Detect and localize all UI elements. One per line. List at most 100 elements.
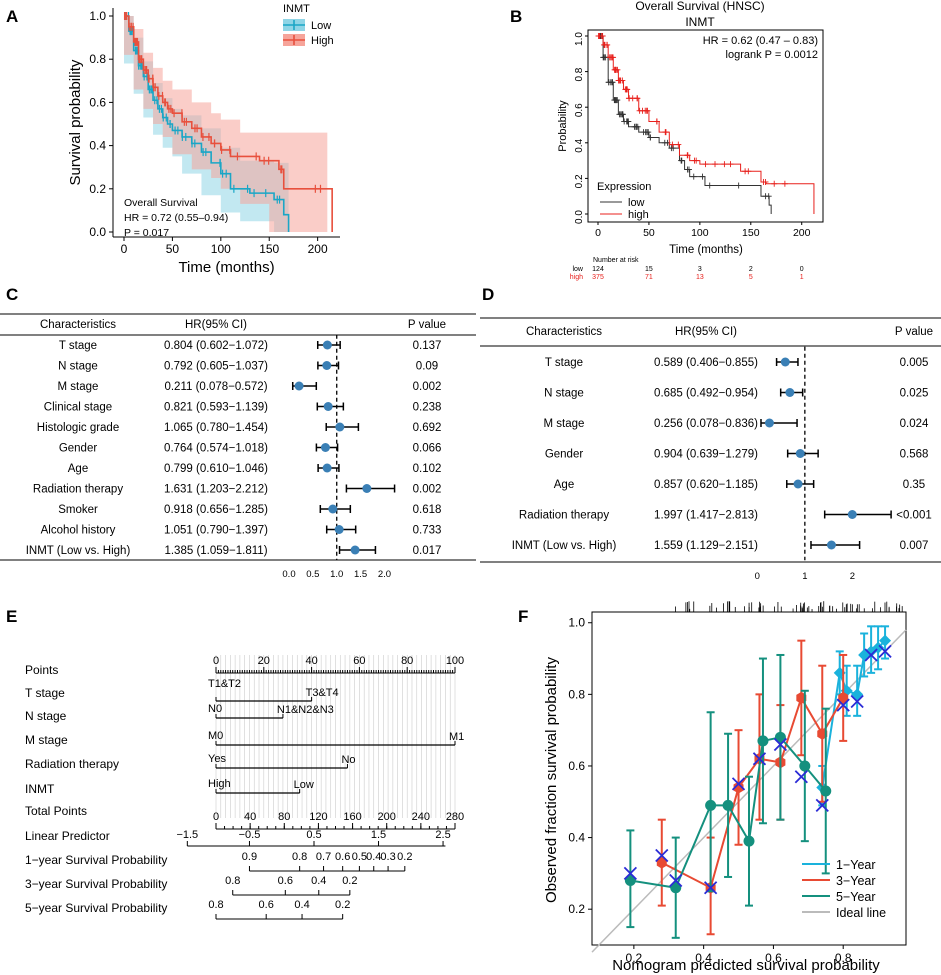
point-5year-f (670, 882, 682, 894)
row-label-c: Radiation therapy (33, 484, 123, 496)
axis-tick-label-e: 160 (343, 811, 361, 823)
scale-tick-label-e: 0.3 (380, 851, 395, 863)
scale-tick-label-e: 1.5 (371, 829, 386, 841)
legend-title-b: Expression (597, 181, 651, 193)
axis-tick-label-e: 120 (309, 811, 327, 823)
legend-label-f: 3−Year (836, 874, 876, 888)
y-tick-label-a: 0.8 (89, 52, 106, 66)
row-hr-text-d: 1.559 (1.129−2.151) (654, 540, 758, 552)
x-tick-label-d: 1 (802, 571, 807, 582)
scale-tick-label-e: −0.5 (239, 829, 261, 841)
y-tick-label-b: 1.0 (574, 32, 585, 46)
cross-mark-f (655, 848, 669, 863)
level-label-e: T1&T2 (208, 678, 241, 690)
cross-mark-f (752, 752, 767, 766)
level-label-e: N0 (208, 703, 222, 715)
legend-title-a: INMT (283, 3, 310, 15)
risk-table-value: 5 (749, 274, 753, 281)
hr-point-c (335, 422, 345, 432)
hr-point-d (785, 388, 795, 397)
level-label-e: Low (294, 779, 314, 791)
axis-tick-label-e: 20 (258, 655, 270, 667)
x-tick-label-b: 150 (742, 227, 760, 239)
panel-label-D: D (482, 285, 494, 304)
x-tick-label-a: 200 (308, 242, 328, 256)
scale-tick-label-e: 0.5 (306, 829, 321, 841)
cross-mark-f (669, 873, 683, 888)
risk-table-row-label: high (570, 274, 583, 281)
cross-mark-f (836, 698, 850, 712)
x-tick-label-f: 0.2 (626, 951, 643, 965)
axis-tick-label-e: 60 (353, 655, 365, 667)
y-tick-label-b: 0.4 (574, 138, 585, 152)
level-label-e: N1&N2&N3 (277, 704, 334, 716)
risk-table-value: 375 (592, 274, 604, 281)
level-label-e: M0 (208, 730, 223, 742)
scale-tick-label-e: 0.6 (278, 875, 293, 887)
column-header-hr-c: HR(95% CI) (185, 319, 247, 331)
row-label-d: Radiation therapy (519, 510, 609, 522)
y-tick-label-b: 0.6 (574, 103, 585, 117)
row-hr-text-c: 0.821 (0.593−1.139) (164, 402, 268, 414)
y-axis-title-a: Survival probability (67, 59, 84, 185)
risk-table-value: 0 (800, 266, 804, 273)
row-pvalue-d: 0.005 (900, 357, 929, 369)
row-pvalue-c: 0.692 (413, 422, 442, 434)
hr-point-c (328, 504, 338, 514)
level-label-e: M1 (449, 731, 464, 743)
hr-point-d (780, 357, 790, 367)
scale-tick-label-e: −1.5 (176, 829, 198, 841)
row-label-e: 3−year Survival Probability (25, 877, 167, 891)
row-label-c: M stage (58, 381, 99, 393)
row-hr-text-c: 1.631 (1.203−2.212) (164, 484, 268, 496)
y-tick-label-f: 0.2 (568, 902, 585, 916)
x-tick-label-c: 1.5 (354, 569, 367, 580)
hr-point-c (334, 525, 344, 534)
legend-label-a: High (311, 35, 334, 47)
chart-subtitle-b: INMT (685, 15, 715, 29)
x-tick-label-f: 0.6 (765, 951, 782, 965)
row-label-c: Smoker (58, 504, 98, 516)
row-pvalue-c: 0.066 (413, 443, 442, 455)
row-hr-text-d: 0.256 (0.078−0.836) (654, 418, 758, 430)
x-tick-label-c: 2.0 (378, 569, 391, 580)
point-3year-f (656, 856, 667, 869)
scale-tick-label-e: 0.2 (335, 899, 350, 911)
x-axis-title-a: Time (months) (178, 259, 274, 276)
row-label-d: Age (554, 479, 574, 491)
risk-table-value: 124 (592, 266, 604, 273)
calibration-line-2 (661, 695, 845, 890)
row-label-c: Histologic grade (37, 422, 119, 434)
x-tick-label-a: 150 (259, 242, 279, 256)
point-5year-f (705, 799, 717, 811)
hr-point-c (323, 402, 333, 411)
y-tick-label-b: 0.2 (574, 174, 585, 188)
x-tick-label-b: 0 (595, 227, 601, 239)
column-header-hr-d: HR(95% CI) (675, 326, 737, 338)
scale-tick-label-e: 0.8 (292, 851, 307, 863)
level-label-e: No (341, 754, 355, 766)
cross-mark-f (815, 798, 829, 812)
axis-tick-label-e: 100 (446, 655, 464, 667)
annotation-b: logrank P = 0.0012 (726, 49, 818, 61)
scale-tick-label-e: 0.4 (294, 899, 309, 911)
row-label-c: Clinical stage (44, 402, 112, 414)
row-label-d: T stage (545, 357, 583, 369)
y-tick-label-a: 0.6 (89, 95, 106, 109)
row-hr-text-c: 0.918 (0.656−1.285) (164, 504, 268, 516)
x-tick-label-f: 0.8 (835, 951, 852, 965)
x-tick-label-c: 1.0 (330, 569, 343, 580)
y-tick-label-b: 0.8 (574, 67, 585, 81)
hr-point-d (826, 540, 836, 550)
cross-mark-f (731, 777, 746, 791)
row-label-e: Points (25, 663, 58, 677)
panel-label-F: F (518, 607, 528, 626)
scale-tick-label-e: 0.8 (208, 899, 223, 911)
row-label-e: Total Points (25, 804, 87, 818)
row-hr-text-d: 0.685 (0.492−0.954) (654, 388, 758, 400)
hr-point-c (322, 361, 332, 370)
row-label-c: N stage (58, 361, 98, 373)
panel-label-C: C (6, 285, 18, 304)
row-label-e: 1−year Survival Probability (25, 853, 167, 867)
